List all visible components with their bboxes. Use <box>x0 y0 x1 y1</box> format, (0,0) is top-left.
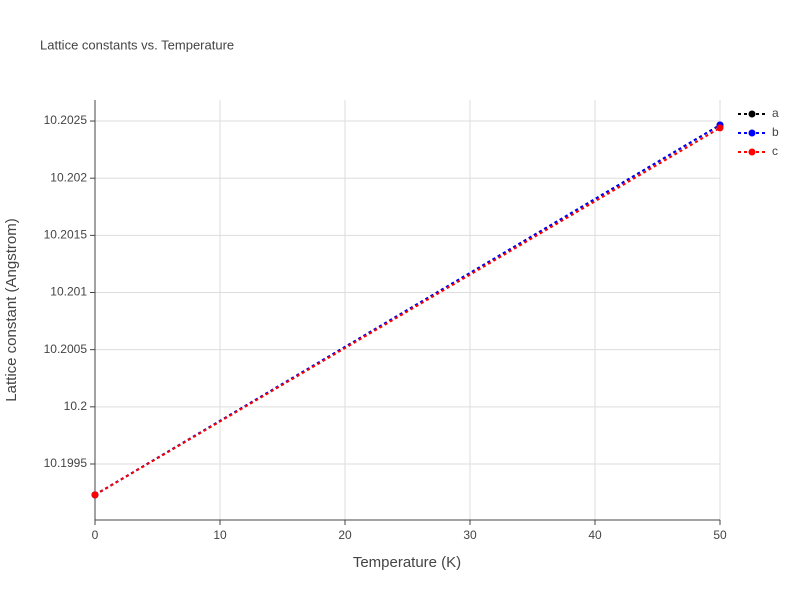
x-tick-label: 40 <box>588 528 602 542</box>
y-tick-label: 10.2005 <box>44 342 88 356</box>
legend-label: c <box>772 144 778 158</box>
series-line <box>94 127 721 496</box>
legend-label: a <box>772 106 779 120</box>
y-tick-label: 10.201 <box>50 285 87 299</box>
y-tick-label: 10.2025 <box>44 113 88 127</box>
y-tick-label: 10.2015 <box>44 228 88 242</box>
x-axis-label: Temperature (K) <box>353 554 461 571</box>
y-tick-label: 10.1995 <box>44 456 88 470</box>
legend-marker <box>748 110 756 118</box>
legend-marker <box>748 148 756 156</box>
legend-marker <box>748 129 756 137</box>
x-tick-label: 50 <box>713 528 727 542</box>
point <box>716 124 724 132</box>
x-tick-label: 20 <box>338 528 352 542</box>
point <box>91 491 99 499</box>
y-tick-label: 10.202 <box>50 170 87 184</box>
x-tick-label: 30 <box>463 528 477 542</box>
y-tick-label: 10.2 <box>64 399 88 413</box>
x-tick-label: 0 <box>92 528 99 542</box>
x-tick-label: 10 <box>213 528 227 542</box>
y-axis-label: Lattice constant (Angstrom) <box>3 218 20 401</box>
chart-title: Lattice constants vs. Temperature <box>40 37 234 52</box>
legend-label: b <box>772 125 779 139</box>
